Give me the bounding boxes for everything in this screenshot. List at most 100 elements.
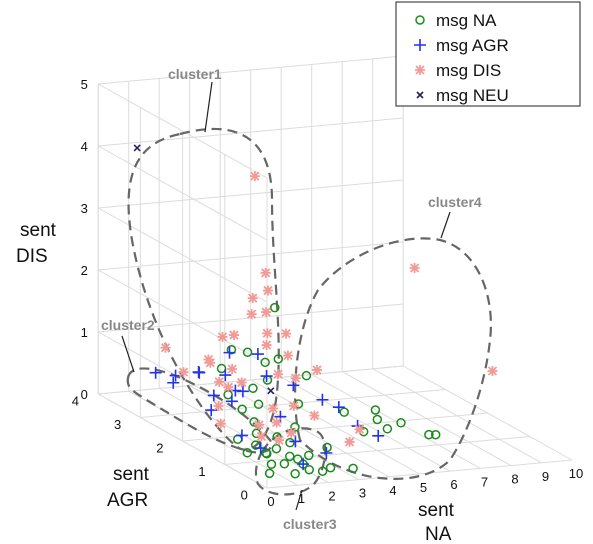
point-na (382, 424, 393, 434)
data-points (133, 144, 498, 479)
point-na (304, 464, 314, 475)
point-dis (409, 263, 420, 273)
point-dis (217, 331, 228, 342)
point-dis (249, 171, 260, 182)
point-na (424, 429, 434, 440)
point-na (279, 459, 290, 469)
point-agr (235, 429, 248, 442)
point-dis (213, 400, 224, 411)
point-neu (133, 144, 141, 152)
point-agr (297, 458, 310, 471)
x-tick-label: 5 (420, 480, 427, 495)
point-na (216, 363, 227, 374)
x-tick-label: 10 (569, 466, 583, 481)
x-axis-title-line2: NA (425, 524, 452, 544)
grid-line-floor-y (224, 436, 530, 465)
point-na (290, 422, 300, 432)
point-na (264, 468, 275, 479)
point-dis (261, 307, 272, 318)
x-tick-label: 0 (267, 494, 274, 509)
grid-line-floor-y (266, 459, 573, 489)
point-dis (273, 369, 284, 380)
point-na (348, 463, 358, 474)
point-agr (207, 389, 220, 402)
legend-marker-na (415, 15, 425, 25)
cluster4-label: cluster4 (428, 194, 482, 210)
point-dis (247, 293, 258, 304)
y-tick-label: 1 (198, 464, 205, 479)
point-dis (271, 417, 282, 428)
point-dis (160, 342, 171, 353)
point-dis (354, 424, 365, 435)
point-dis (273, 435, 284, 446)
x-tick-label: 4 (389, 483, 396, 498)
point-agr (372, 429, 385, 442)
point-agr (236, 385, 249, 398)
point-dis (261, 340, 272, 351)
z-tick-label: 3 (81, 201, 88, 216)
z-tick-label: 1 (81, 325, 88, 340)
grid-line-sidewall-z (97, 269, 268, 365)
cluster4-outline (294, 237, 492, 480)
y-axis-title-line1: sent (113, 464, 150, 485)
point-na (339, 407, 349, 417)
point-na (270, 302, 280, 313)
point-dis (288, 400, 299, 411)
point-agr (251, 348, 264, 361)
point-dis (290, 373, 301, 384)
legend: msg NA msg AGR msg DIS msg NEU (395, 1, 581, 107)
legend-label-neu: msg NEU (436, 86, 509, 105)
point-na (301, 370, 312, 381)
point-na (293, 454, 303, 464)
point-dis (344, 436, 355, 447)
point-dis (228, 330, 239, 341)
point-na (372, 414, 383, 425)
point-dis (178, 367, 189, 378)
point-na (290, 468, 300, 479)
y-tick-label: 4 (72, 394, 79, 409)
x-tick-label: 8 (511, 472, 518, 487)
point-dis (215, 418, 226, 429)
point-na (253, 399, 264, 410)
grid-line-sidewall-z (97, 207, 268, 303)
point-na (273, 354, 284, 364)
point-na (261, 448, 271, 458)
point-na (248, 383, 258, 393)
cluster4-leader (440, 211, 451, 239)
point-dis (263, 285, 273, 296)
point-na (251, 428, 262, 439)
point-dis (227, 363, 238, 374)
point-agr (149, 366, 162, 379)
point-dis (268, 403, 279, 414)
legend-label-agr: msg AGR (436, 36, 509, 55)
z-axis-title-line1: sent (20, 220, 57, 241)
point-dis (256, 431, 267, 442)
grid-line-sidewall-z (97, 83, 268, 179)
point-na (304, 450, 314, 461)
point-agr (167, 376, 180, 389)
cluster-outlines (121, 81, 492, 511)
point-dis (236, 377, 247, 388)
grid-line-backwall-z (98, 117, 404, 147)
x-tick-label: 3 (359, 486, 366, 501)
x-tick-label: 2 (328, 488, 335, 503)
point-agr (320, 447, 333, 459)
point-na (317, 466, 328, 476)
point-agr (254, 442, 267, 455)
point-agr (332, 401, 345, 414)
point-agr (289, 435, 302, 448)
grid-line-backwall-z (98, 55, 404, 85)
cluster2-label: cluster2 (101, 317, 155, 333)
point-na (325, 463, 336, 473)
cluster3-label: cluster3 (283, 516, 337, 532)
cluster2-leader (121, 335, 135, 373)
point-na (285, 437, 295, 448)
point-dis (312, 364, 323, 375)
point-agr (316, 393, 329, 406)
legend-label-na: msg NA (436, 11, 497, 30)
point-dis (260, 267, 271, 278)
point-dis (281, 328, 292, 339)
point-dis (309, 410, 320, 421)
